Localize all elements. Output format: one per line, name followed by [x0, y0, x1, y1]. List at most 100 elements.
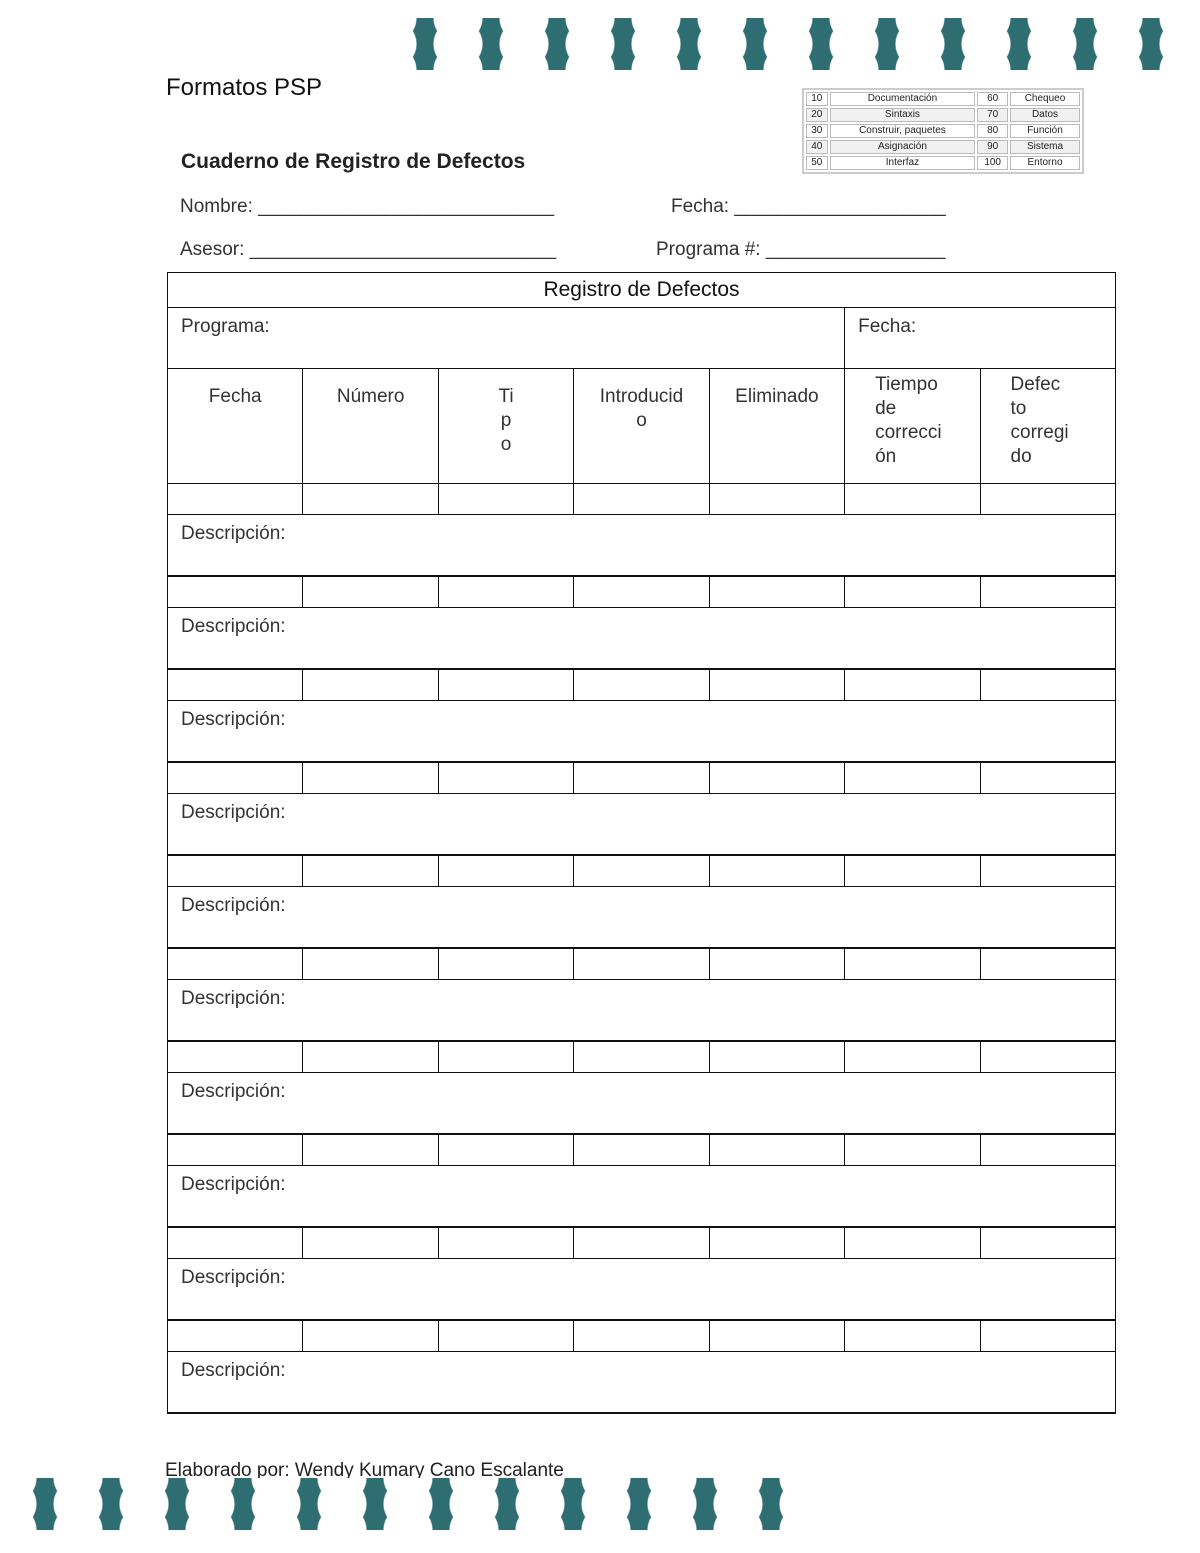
- description-cell[interactable]: Descripción:: [167, 1351, 1116, 1414]
- entry-cell[interactable]: [844, 947, 981, 980]
- description-cell[interactable]: Descripción:: [167, 1072, 1116, 1135]
- entry-cell[interactable]: [708, 854, 846, 887]
- entry-row: [166, 668, 1117, 701]
- column-header: Ti p o: [437, 368, 575, 484]
- entry-cell[interactable]: [844, 1133, 981, 1166]
- entry-cell[interactable]: [166, 668, 304, 701]
- entry-cell[interactable]: [573, 668, 710, 701]
- description-cell[interactable]: Descripción:: [167, 700, 1116, 763]
- description-cell[interactable]: Descripción:: [167, 793, 1116, 856]
- entry-cell[interactable]: [166, 1040, 304, 1073]
- description-cell[interactable]: Descripción:: [167, 1165, 1116, 1228]
- entry-cell[interactable]: [437, 1319, 575, 1352]
- entry-cell[interactable]: [166, 1133, 304, 1166]
- entry-cell[interactable]: [437, 1040, 575, 1073]
- description-cell[interactable]: Descripción:: [167, 979, 1116, 1042]
- entry-cell[interactable]: [979, 1133, 1117, 1166]
- entry-cell[interactable]: [573, 761, 710, 794]
- entry-cell[interactable]: [302, 1040, 439, 1073]
- entry-cell[interactable]: [573, 854, 710, 887]
- entry-cell[interactable]: [708, 1040, 846, 1073]
- entry-cell[interactable]: [573, 575, 710, 608]
- asesor-field[interactable]: Asesor: _____________________________: [180, 239, 557, 260]
- entry-cell[interactable]: [844, 483, 981, 515]
- entry-cell[interactable]: [573, 947, 710, 980]
- entry-cell[interactable]: [437, 854, 575, 887]
- column-header: Eliminado: [708, 368, 846, 484]
- entry-cell[interactable]: [302, 1226, 439, 1259]
- entry-cell[interactable]: [708, 1226, 846, 1259]
- entry-cell[interactable]: [979, 947, 1117, 980]
- entry-cell[interactable]: [979, 575, 1117, 608]
- entry-cell[interactable]: [302, 668, 439, 701]
- entry-cell[interactable]: [437, 668, 575, 701]
- entry-cell[interactable]: [437, 1133, 575, 1166]
- entry-cell[interactable]: [166, 761, 304, 794]
- entry-cell[interactable]: [302, 854, 439, 887]
- entry-row: [166, 483, 1117, 515]
- column-header: Defec to corregi do: [979, 368, 1117, 484]
- defect-type-name: Documentación: [829, 92, 976, 106]
- nombre-field[interactable]: Nombre: ____________________________: [180, 196, 555, 217]
- entry-cell[interactable]: [166, 483, 304, 515]
- entry-cell[interactable]: [573, 1040, 710, 1073]
- entry-cell[interactable]: [708, 947, 846, 980]
- defect-type-row: 30 Construir, paquetes 80 Función: [806, 124, 1080, 138]
- entry-cell[interactable]: [979, 1040, 1117, 1073]
- entry-cell[interactable]: [166, 1226, 304, 1259]
- defect-type-name: Función: [1010, 124, 1080, 138]
- entry-cell[interactable]: [844, 761, 981, 794]
- entry-cell[interactable]: [844, 668, 981, 701]
- entry-cell[interactable]: [437, 483, 575, 515]
- entry-cell[interactable]: [844, 1319, 981, 1352]
- entry-cell[interactable]: [708, 1319, 846, 1352]
- entry-cell[interactable]: [979, 668, 1117, 701]
- description-cell[interactable]: Descripción:: [167, 514, 1116, 577]
- entry-cell[interactable]: [573, 1226, 710, 1259]
- entry-cell[interactable]: [708, 575, 846, 608]
- column-header: Fecha: [166, 368, 304, 484]
- entry-cell[interactable]: [437, 761, 575, 794]
- entry-cell[interactable]: [166, 947, 304, 980]
- entry-row: [166, 575, 1117, 608]
- entry-cell[interactable]: [573, 1133, 710, 1166]
- entry-cell[interactable]: [437, 947, 575, 980]
- entry-cell[interactable]: [708, 1133, 846, 1166]
- fecha-field[interactable]: Fecha: ____________________: [671, 196, 946, 217]
- entry-cell[interactable]: [844, 1226, 981, 1259]
- entry-cell[interactable]: [166, 1319, 304, 1352]
- entry-cell[interactable]: [979, 483, 1117, 515]
- entry-cell[interactable]: [979, 761, 1117, 794]
- programa-cell[interactable]: Programa:: [166, 307, 846, 369]
- entry-cell[interactable]: [302, 947, 439, 980]
- entry-cell[interactable]: [437, 575, 575, 608]
- entry-cell[interactable]: [979, 1226, 1117, 1259]
- description-cell[interactable]: Descripción:: [167, 607, 1116, 670]
- programa-field[interactable]: Programa #: _________________: [656, 239, 946, 260]
- entry-cell[interactable]: [573, 483, 710, 515]
- form-title: Cuaderno de Registro de Defectos: [181, 150, 526, 173]
- entry-cell[interactable]: [708, 668, 846, 701]
- entry-cell[interactable]: [708, 483, 846, 515]
- entry-cell[interactable]: [437, 1226, 575, 1259]
- entry-cell[interactable]: [573, 1319, 710, 1352]
- entry-cell[interactable]: [302, 761, 439, 794]
- entry-cell[interactable]: [844, 854, 981, 887]
- description-row: Descripción:: [167, 1351, 1116, 1414]
- entry-cell[interactable]: [979, 854, 1117, 887]
- entry-cell[interactable]: [844, 1040, 981, 1073]
- entry-cell[interactable]: [166, 854, 304, 887]
- entry-row: [166, 1133, 1117, 1166]
- entry-cell[interactable]: [708, 761, 846, 794]
- entry-cell[interactable]: [844, 575, 981, 608]
- entry-cell[interactable]: [302, 1319, 439, 1352]
- entry-cell[interactable]: [302, 483, 439, 515]
- entry-cell[interactable]: [302, 1133, 439, 1166]
- description-cell[interactable]: Descripción:: [167, 886, 1116, 949]
- description-cell[interactable]: Descripción:: [167, 1258, 1116, 1321]
- entry-cell[interactable]: [166, 575, 304, 608]
- entry-row: [166, 1040, 1117, 1073]
- entry-cell[interactable]: [302, 575, 439, 608]
- entry-cell[interactable]: [979, 1319, 1117, 1352]
- fecha-cell[interactable]: Fecha:: [844, 307, 1116, 369]
